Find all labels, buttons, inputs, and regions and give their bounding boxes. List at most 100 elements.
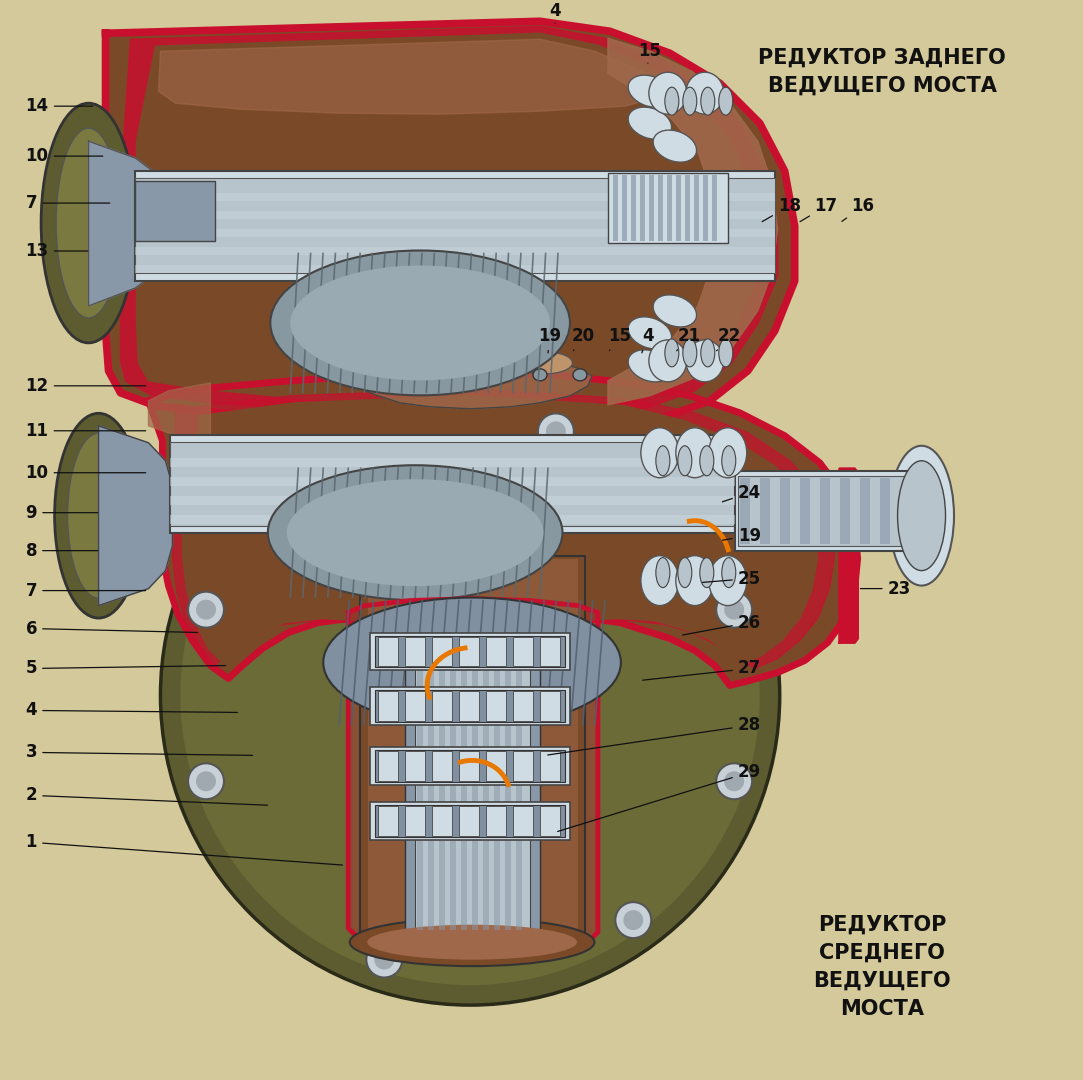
Circle shape <box>538 414 574 449</box>
Bar <box>375 806 565 837</box>
Bar <box>712 175 717 241</box>
Bar <box>135 265 774 273</box>
Bar <box>540 807 560 836</box>
Bar <box>608 173 728 243</box>
Ellipse shape <box>678 557 692 588</box>
Ellipse shape <box>700 557 714 588</box>
Circle shape <box>716 764 752 799</box>
Bar <box>513 636 533 666</box>
Text: 4: 4 <box>549 2 561 24</box>
Bar <box>432 807 452 836</box>
Text: 15: 15 <box>608 327 631 351</box>
Ellipse shape <box>676 428 714 477</box>
Polygon shape <box>89 141 162 306</box>
Ellipse shape <box>721 557 735 588</box>
Ellipse shape <box>518 352 573 374</box>
Bar <box>370 633 570 671</box>
Bar <box>417 643 423 930</box>
Bar <box>839 477 850 543</box>
Polygon shape <box>99 426 172 606</box>
Bar <box>170 476 734 486</box>
Ellipse shape <box>393 369 407 381</box>
Bar <box>405 637 540 935</box>
Text: 25: 25 <box>703 569 761 588</box>
Ellipse shape <box>54 414 143 618</box>
Bar <box>622 175 627 241</box>
Bar <box>405 691 426 721</box>
Bar <box>780 477 790 543</box>
Bar <box>703 175 708 241</box>
Ellipse shape <box>41 104 136 342</box>
Bar <box>860 477 870 543</box>
Polygon shape <box>182 396 818 669</box>
Ellipse shape <box>271 251 570 395</box>
Circle shape <box>546 421 566 442</box>
Bar <box>375 690 565 723</box>
Bar <box>486 691 506 721</box>
Circle shape <box>289 453 325 489</box>
Bar <box>378 636 399 666</box>
Ellipse shape <box>719 339 733 367</box>
Bar <box>820 477 830 543</box>
Text: 11: 11 <box>26 422 146 440</box>
Circle shape <box>297 461 317 481</box>
Bar <box>375 751 565 782</box>
Bar <box>667 175 671 241</box>
Bar <box>540 752 560 781</box>
Bar <box>378 691 399 721</box>
Polygon shape <box>839 469 858 643</box>
Ellipse shape <box>701 87 715 116</box>
Bar <box>494 643 500 930</box>
Ellipse shape <box>628 316 671 349</box>
Ellipse shape <box>641 555 679 606</box>
Bar <box>613 175 618 241</box>
Bar <box>135 247 774 255</box>
Circle shape <box>725 599 744 620</box>
Bar <box>676 175 681 241</box>
Bar <box>459 807 479 836</box>
Ellipse shape <box>533 369 547 381</box>
Bar <box>684 175 690 241</box>
Ellipse shape <box>268 465 562 600</box>
Ellipse shape <box>287 480 544 586</box>
Circle shape <box>375 949 394 970</box>
Circle shape <box>624 910 643 930</box>
Bar <box>459 691 479 721</box>
Text: 7: 7 <box>26 194 109 212</box>
Bar <box>135 193 774 201</box>
Ellipse shape <box>701 339 715 367</box>
Bar <box>368 558 578 930</box>
Bar <box>432 691 452 721</box>
Ellipse shape <box>656 557 670 588</box>
Bar <box>486 752 506 781</box>
Ellipse shape <box>656 446 670 475</box>
Ellipse shape <box>433 369 447 381</box>
Polygon shape <box>349 353 592 409</box>
Bar <box>170 496 734 504</box>
Bar <box>540 691 560 721</box>
Polygon shape <box>120 26 778 416</box>
Bar <box>740 477 749 543</box>
Bar <box>513 752 533 781</box>
Ellipse shape <box>653 295 696 327</box>
Text: 6: 6 <box>26 620 197 637</box>
Bar <box>370 747 570 785</box>
Bar <box>738 475 913 545</box>
Text: 10: 10 <box>26 463 146 482</box>
Text: 9: 9 <box>26 503 97 522</box>
Text: 14: 14 <box>26 97 93 116</box>
Bar <box>170 515 734 524</box>
Bar <box>135 181 216 241</box>
Polygon shape <box>608 38 778 405</box>
Ellipse shape <box>708 428 747 477</box>
Bar <box>694 175 699 241</box>
Bar <box>486 807 506 836</box>
Bar <box>361 555 585 935</box>
Bar <box>135 171 774 281</box>
Text: 5: 5 <box>26 660 225 677</box>
Text: 27: 27 <box>642 660 761 680</box>
Polygon shape <box>136 33 758 405</box>
Ellipse shape <box>682 87 696 116</box>
Bar <box>486 636 506 666</box>
Bar <box>405 752 426 781</box>
